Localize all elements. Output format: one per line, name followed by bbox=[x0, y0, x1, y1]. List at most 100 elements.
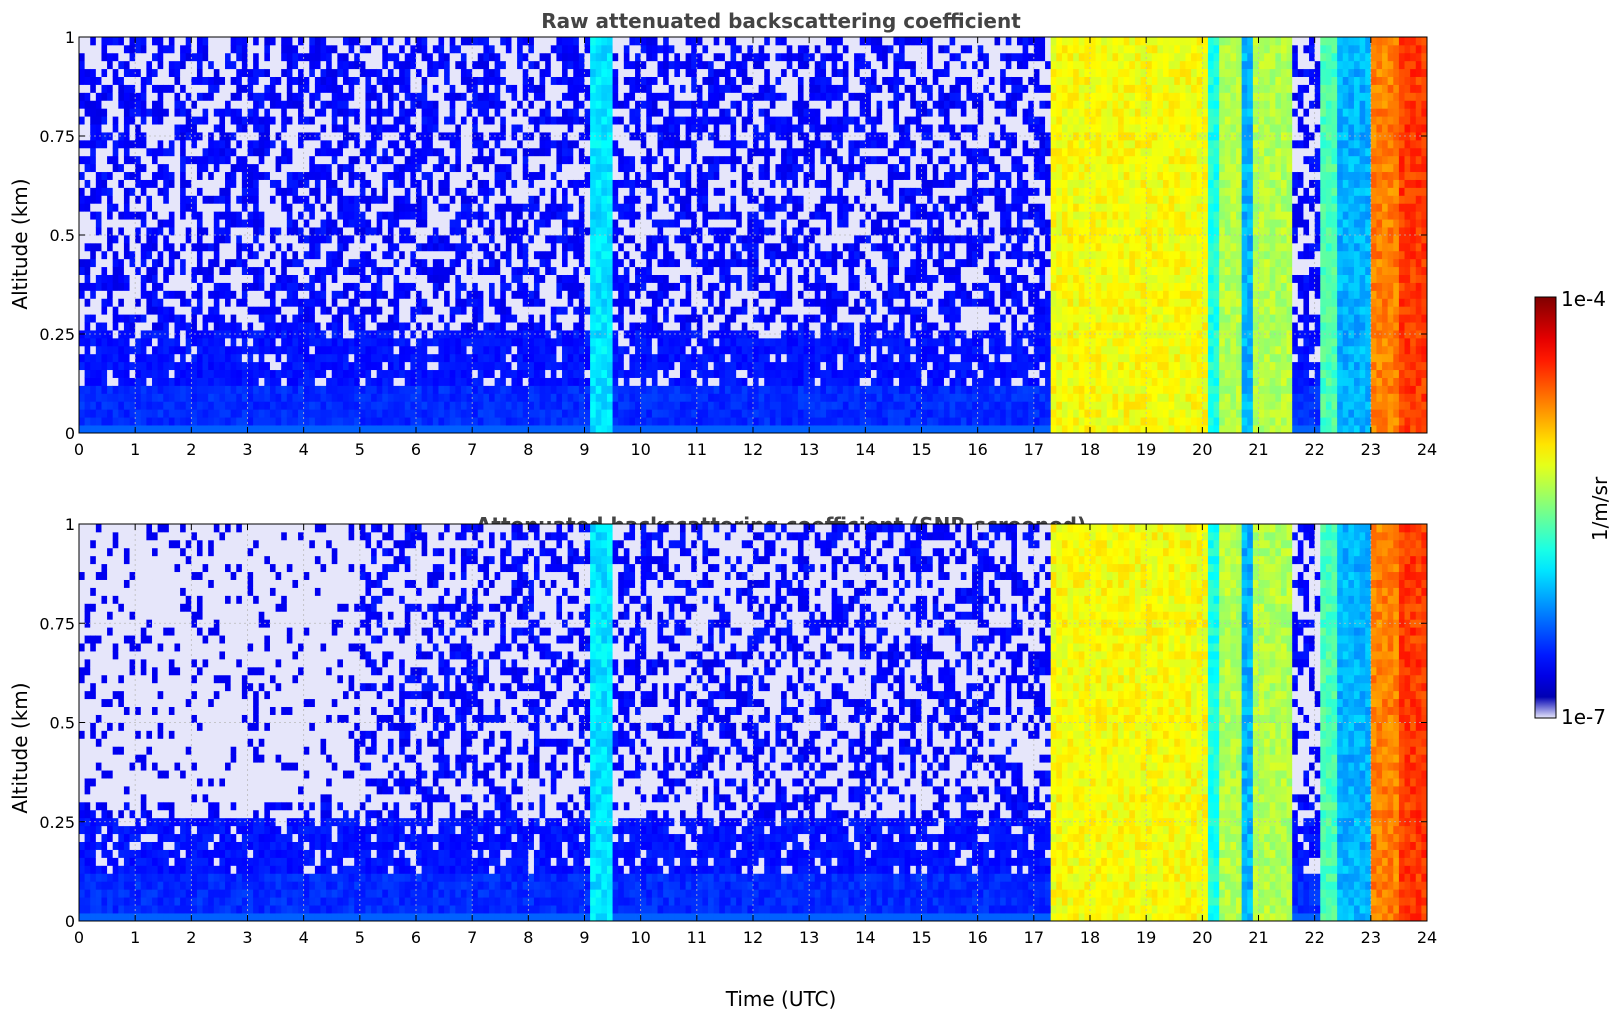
heatmap-cell bbox=[326, 258, 333, 268]
heatmap-cell bbox=[567, 385, 574, 394]
heatmap-cell bbox=[533, 84, 540, 93]
heatmap-cell bbox=[196, 314, 203, 323]
heatmap-cell bbox=[449, 266, 456, 275]
heatmap-cell bbox=[79, 298, 86, 307]
heatmap-cell bbox=[123, 314, 130, 323]
heatmap-cell bbox=[140, 187, 147, 196]
heatmap-cell bbox=[460, 92, 467, 101]
heatmap-cell bbox=[595, 337, 602, 347]
heatmap-cell bbox=[129, 84, 136, 93]
heatmap-cell bbox=[533, 203, 540, 212]
heatmap-cell bbox=[365, 306, 372, 315]
heatmap-cell bbox=[404, 250, 411, 260]
heatmap-cell bbox=[472, 250, 479, 260]
heatmap-cell bbox=[163, 116, 170, 125]
heatmap-cell bbox=[79, 401, 86, 410]
heatmap-cell bbox=[477, 68, 484, 77]
heatmap-cell bbox=[174, 393, 181, 402]
heatmap-cell bbox=[247, 282, 254, 291]
heatmap-cell bbox=[157, 44, 164, 54]
heatmap-cell bbox=[253, 298, 260, 307]
heatmap-cell bbox=[550, 314, 557, 323]
heatmap-cell bbox=[185, 195, 192, 204]
heatmap-cell bbox=[107, 314, 114, 323]
heatmap-cell bbox=[359, 60, 366, 70]
heatmap-cell bbox=[185, 250, 192, 260]
heatmap-cell bbox=[241, 385, 248, 394]
heatmap-cell bbox=[505, 60, 512, 70]
heatmap-cell bbox=[90, 211, 97, 220]
heatmap-cell bbox=[230, 401, 237, 410]
heatmap-cell bbox=[180, 76, 187, 85]
heatmap-cell bbox=[567, 147, 574, 157]
heatmap-cell bbox=[404, 60, 411, 70]
heatmap-cell bbox=[269, 227, 276, 236]
heatmap-cell bbox=[174, 227, 181, 236]
heatmap-cell bbox=[230, 250, 237, 260]
heatmap-cell bbox=[95, 235, 102, 244]
heatmap-cell bbox=[416, 345, 423, 355]
heatmap-cell bbox=[483, 250, 490, 260]
heatmap-cell bbox=[303, 242, 310, 252]
heatmap-cell bbox=[258, 250, 265, 260]
heatmap-cell bbox=[612, 124, 619, 133]
heatmap-cell bbox=[84, 60, 91, 70]
heatmap-cell bbox=[500, 369, 507, 378]
heatmap-cell bbox=[168, 108, 175, 117]
heatmap-cell bbox=[309, 361, 316, 371]
heatmap-cell bbox=[303, 60, 310, 70]
heatmap-cell bbox=[618, 52, 625, 62]
heatmap-cell bbox=[303, 44, 310, 54]
heatmap-cell bbox=[118, 68, 125, 77]
heatmap-cell bbox=[399, 44, 406, 54]
heatmap-cell bbox=[623, 282, 630, 291]
heatmap-cell bbox=[331, 322, 338, 331]
heatmap-cell bbox=[208, 266, 215, 275]
heatmap-cell bbox=[623, 377, 630, 386]
heatmap-cell bbox=[163, 322, 170, 331]
heatmap-cell bbox=[393, 203, 400, 212]
heatmap-cell bbox=[387, 258, 394, 268]
heatmap-cell bbox=[455, 361, 462, 371]
heatmap-cell bbox=[438, 337, 445, 347]
heatmap-cell bbox=[180, 163, 187, 173]
heatmap-cell bbox=[230, 68, 237, 77]
heatmap-cell bbox=[590, 211, 597, 220]
heatmap-cell bbox=[404, 322, 411, 331]
heatmap-cell bbox=[606, 100, 613, 109]
heatmap-cell bbox=[629, 179, 636, 188]
heatmap-cell bbox=[483, 266, 490, 275]
heatmap-cell bbox=[157, 108, 164, 117]
heatmap-cell bbox=[281, 345, 288, 355]
heatmap-cell bbox=[629, 37, 636, 46]
heatmap-cell bbox=[562, 171, 569, 180]
heatmap-cell bbox=[140, 219, 147, 228]
heatmap-cell bbox=[528, 417, 535, 426]
heatmap-cell bbox=[253, 108, 260, 117]
heatmap-cell bbox=[258, 298, 265, 307]
heatmap-cell bbox=[545, 195, 552, 204]
heatmap-cell bbox=[427, 290, 434, 299]
heatmap-cell bbox=[432, 250, 439, 260]
heatmap-cell bbox=[618, 37, 625, 46]
heatmap-cell bbox=[90, 282, 97, 291]
heatmap-cell bbox=[303, 377, 310, 386]
heatmap-cell bbox=[303, 76, 310, 85]
heatmap-cell bbox=[157, 60, 164, 70]
heatmap-cell bbox=[213, 132, 220, 141]
heatmap-cell bbox=[421, 219, 428, 228]
heatmap-cell bbox=[635, 330, 642, 339]
heatmap-cell bbox=[590, 187, 597, 196]
heatmap-cell bbox=[135, 139, 142, 149]
heatmap-cell bbox=[135, 187, 142, 196]
heatmap-cell bbox=[101, 203, 108, 212]
heatmap-cell bbox=[528, 171, 535, 180]
heatmap-cell bbox=[107, 266, 114, 275]
heatmap-cell bbox=[196, 116, 203, 125]
heatmap-cell bbox=[382, 163, 389, 173]
heatmap-cell bbox=[539, 195, 546, 204]
heatmap-cell bbox=[382, 337, 389, 347]
heatmap-cell bbox=[225, 353, 232, 363]
heatmap-cell bbox=[359, 37, 366, 46]
heatmap-cell bbox=[298, 393, 305, 402]
